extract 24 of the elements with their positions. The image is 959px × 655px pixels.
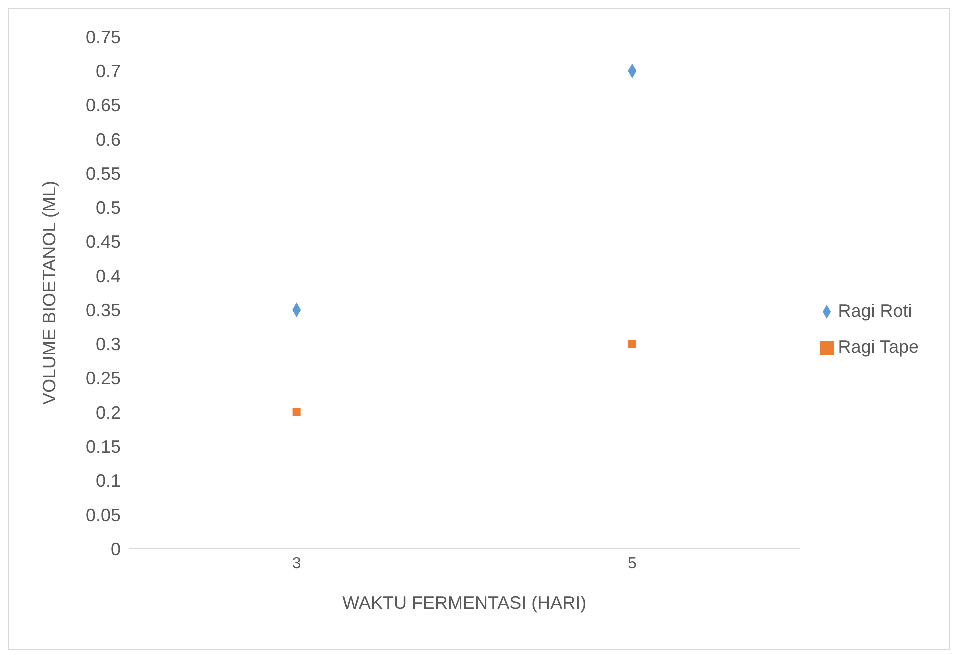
y-tick-label: 0.2: [96, 402, 121, 423]
y-tick-label: 0.5: [96, 198, 121, 218]
y-tick-label: 0.35: [86, 300, 121, 320]
y-tick-label: 0.3: [96, 334, 121, 355]
point: [292, 408, 301, 416]
y-tick-label: 0.75: [86, 27, 121, 48]
legend-label: Ragi Roti: [838, 301, 912, 321]
y-tick-label: 0.05: [86, 505, 121, 526]
y-tick-label: 0.55: [86, 164, 121, 184]
y-axis-title: VOLUME BIOETANOL (ML): [39, 180, 60, 406]
point: [628, 340, 636, 348]
x-axis-title: WAKTU FERMENTASI (HARI): [342, 593, 587, 613]
y-tick-label: 0.15: [86, 436, 121, 457]
x-tick-label: 5: [628, 555, 637, 572]
y-tick-label: 0.4: [96, 266, 121, 286]
y-tick-label: 0.7: [96, 62, 121, 82]
legend-label: Ragi Tape: [838, 337, 919, 357]
y-tick-label: 0: [110, 539, 121, 560]
y-tick-label: 0.45: [86, 232, 121, 252]
y-tick-label: 0.6: [96, 130, 121, 150]
y-tick-label: 0.1: [96, 471, 121, 492]
y-tick-label: 0.65: [86, 96, 121, 116]
y-tick-label: 0.25: [86, 368, 121, 389]
x-tick-label: 3: [292, 555, 302, 572]
